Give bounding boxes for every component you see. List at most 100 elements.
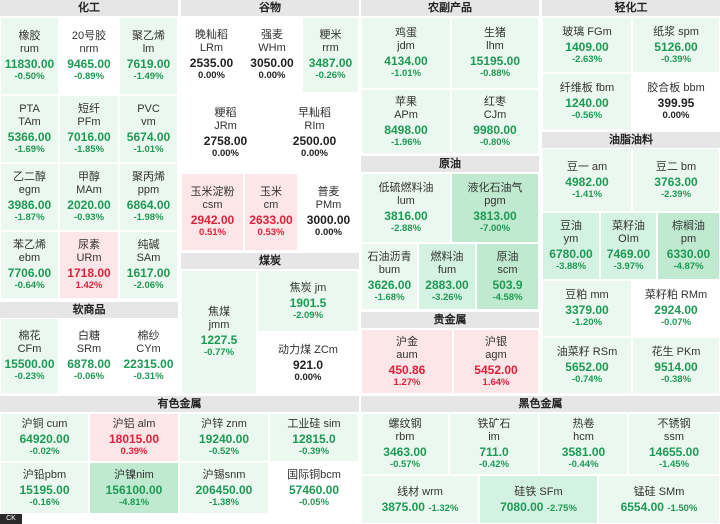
tile-price: 2883.00: [425, 277, 469, 292]
tile-price: 3050.00: [250, 56, 294, 70]
tile-rbm[interactable]: 螺纹钢 rbm 3463.00 -0.57%: [361, 413, 449, 475]
tile-lum[interactable]: 低硫燃料油 lum 3816.00 -2.88%: [361, 173, 451, 243]
tile-nrm[interactable]: 20号胶 nrm 9465.00 -0.89%: [59, 17, 119, 95]
tile-bcm[interactable]: 国际铜bcm 57460.00 -0.05%: [269, 462, 359, 514]
tile-code: nrm: [79, 43, 99, 55]
tile-pbm[interactable]: 沪铅pbm 15195.00 -0.16%: [0, 462, 89, 514]
tile-ym[interactable]: 豆油 ym 6780.00 -3.88%: [542, 212, 600, 280]
tile-pmm[interactable]: 普麦 PMm 3000.00 0.00%: [298, 173, 359, 251]
tile-price: 5366.00: [7, 130, 52, 144]
tile-code: lm: [142, 43, 155, 55]
tile-jm[interactable]: 焦炭 jm 1901.5 -2.09%: [257, 270, 359, 332]
tile-pfm[interactable]: 短纤 PFm 7016.00 -1.85%: [59, 95, 119, 163]
tile-lhm[interactable]: 生猪 lhm 15195.00 -0.88%: [451, 17, 539, 89]
tile-name: 粳稻: [214, 107, 237, 119]
tile-price: 6780.00: [549, 247, 593, 261]
tile-change: -1.87%: [14, 212, 45, 223]
tile-change: -0.50%: [14, 71, 45, 82]
tile-code: ssm: [663, 431, 685, 443]
tile-name: 菜籽油: [612, 220, 645, 232]
tile-rum[interactable]: 橡胶 rum 11830.00 -0.50%: [0, 17, 59, 95]
tile-change: -0.88%: [479, 68, 511, 79]
tile-im[interactable]: 铁矿石 im 711.0 -0.42%: [449, 413, 539, 475]
tile-pkm[interactable]: 花生 PKm 9514.00 -0.38%: [632, 337, 720, 394]
tile-cjm[interactable]: 红枣 CJm 9980.00 -0.80%: [451, 89, 539, 154]
tile-spm[interactable]: 纸浆 spm 5126.00 -0.39%: [632, 17, 720, 73]
tile-csm[interactable]: 玉米淀粉 csm 2942.00 0.51%: [181, 173, 244, 251]
tile-code-text: sim: [323, 418, 341, 430]
tile-jmm[interactable]: 焦煤 jmm 1227.5 -0.77%: [181, 270, 257, 394]
tile-price: 9514.00: [654, 360, 698, 374]
tile-rrm[interactable]: 粳米 rrm 3487.00 -0.26%: [302, 17, 359, 93]
tile-code-text: alm: [137, 418, 156, 430]
tile-sim[interactable]: 工业硅 sim 12815.0 -0.39%: [269, 413, 359, 462]
tile-bbm[interactable]: 胶合板 bbm 399.95 0.00%: [632, 73, 720, 130]
tile-srm[interactable]: 白糖 SRm 6878.00 -0.06%: [59, 318, 119, 394]
tile-fgm[interactable]: 玻璃 FGm 1409.00 -2.63%: [542, 17, 632, 73]
tile-price: 2020.00: [67, 198, 111, 212]
tile-code: hcm: [573, 431, 594, 443]
tile-bum[interactable]: 石油沥青 bum 3626.00 -1.68%: [361, 243, 418, 310]
tile-price: 3379.00: [565, 303, 609, 317]
section-header-nonferrous: 有色金属: [0, 396, 359, 412]
tile-agm[interactable]: 沪银 agm 5452.00 1.64%: [453, 329, 539, 394]
tile-aum[interactable]: 沪金 aum 450.86 1.27%: [361, 329, 453, 394]
tile-whm[interactable]: 强麦 WHm 3050.00 0.00%: [242, 17, 302, 93]
tile-bm[interactable]: 豆二 bm 3763.00 -2.39%: [632, 148, 720, 212]
tile-price: 1240.00: [565, 96, 609, 110]
tile-scm[interactable]: 原油 scm 503.9 -4.58%: [476, 243, 539, 310]
tile-sam[interactable]: 纯碱 SAm 1617.00 -2.06%: [119, 231, 178, 299]
tile-ssm[interactable]: 不锈钢 ssm 14655.00 -1.45%: [628, 413, 720, 475]
tile-name-text: 沪锌: [201, 418, 224, 430]
tile-nim[interactable]: 沪镍nim 156100.00 -4.81%: [89, 462, 179, 514]
tile-change: -0.80%: [479, 136, 511, 148]
tile-znm[interactable]: 沪锌 znm 19240.00 -0.52%: [179, 413, 269, 462]
tile-fbm[interactable]: 纤维板 fbm 1240.00 -0.56%: [542, 73, 632, 130]
tile-rsm[interactable]: 油菜籽 RSm 5652.00 -0.74%: [542, 337, 632, 394]
tile-hcm[interactable]: 热卷 hcm 3581.00 -0.44%: [539, 413, 628, 475]
tile-mm[interactable]: 豆粕 mm 3379.00 -1.20%: [542, 280, 632, 337]
tile-zcm[interactable]: 动力煤 ZCm 921.0 0.00%: [257, 332, 359, 394]
tile-ebm[interactable]: 苯乙烯 ebm 7706.00 -0.64%: [0, 231, 59, 299]
tile-oim[interactable]: 菜籽油 OIm 7469.00 -3.97%: [600, 212, 657, 280]
tile-code-text: SFm: [539, 485, 563, 498]
tile-jdm[interactable]: 鸡蛋 jdm 4134.00 -1.01%: [361, 17, 451, 89]
tile-change: -0.44%: [568, 459, 599, 470]
tile-pgm[interactable]: 液化石油气 pgm 3813.00 -7.00%: [451, 173, 539, 243]
tile-change: -0.38%: [660, 374, 692, 385]
tile-apm[interactable]: 苹果 APm 8498.00 -1.96%: [361, 89, 451, 154]
tile-cum[interactable]: 沪铜 cum 64920.00 -0.02%: [0, 413, 89, 462]
tile-cym[interactable]: 棉纱 CYm 22315.00 -0.31%: [119, 318, 178, 394]
tile-lrm[interactable]: 晚籼稻 LRm 2535.00 0.00%: [181, 17, 242, 93]
tile-mam[interactable]: 甲醇 MAm 2020.00 -0.93%: [59, 163, 119, 231]
tile-smm[interactable]: 锰硅 SMm 6554.00 -1.50%: [598, 475, 720, 524]
tile-code: JRm: [214, 120, 237, 132]
tile-snm[interactable]: 沪锡snm 206450.00 -1.38%: [179, 462, 269, 514]
tile-rmm[interactable]: 菜籽粕 RMm 2924.00 -0.07%: [632, 280, 720, 337]
tile-change: 0.00%: [212, 148, 239, 159]
tile-code: TAm: [18, 116, 41, 128]
tile-pm[interactable]: 棕榈油 pm 6330.00 -4.87%: [657, 212, 720, 280]
tile-ppm[interactable]: 聚丙烯 ppm 6864.00 -1.98%: [119, 163, 178, 231]
tile-tam[interactable]: PTA TAm 5366.00 -1.69%: [0, 95, 59, 163]
tile-urm[interactable]: 尿素 URm 1718.00 1.42%: [59, 231, 119, 299]
tile-lm[interactable]: 聚乙烯 lm 7619.00 -1.49%: [119, 17, 178, 95]
tile-egm[interactable]: 乙二醇 egm 3986.00 -1.87%: [0, 163, 59, 231]
tile-price: 2535.00: [189, 56, 234, 70]
tile-change: -1.01%: [390, 68, 422, 79]
tile-sfm[interactable]: 硅铁 SFm 7080.00 -2.75%: [479, 475, 598, 524]
tile-alm[interactable]: 沪铝 alm 18015.00 0.39%: [89, 413, 179, 462]
tile-vm[interactable]: PVC vm 5674.00 -1.01%: [119, 95, 178, 163]
tile-wrm[interactable]: 线材 wrm 3875.00 -1.32%: [361, 475, 479, 524]
tile-name: 沪金: [396, 335, 418, 348]
tile-cm[interactable]: 玉米 cm 2633.00 0.53%: [244, 173, 298, 251]
tile-fum[interactable]: 燃料油 fum 2883.00 -3.26%: [418, 243, 476, 310]
tile-name-text: 菜籽粕: [644, 289, 678, 301]
tile-change: 1.27%: [393, 376, 421, 388]
tile-rim[interactable]: 早籼稻 RIm 2500.00 0.00%: [270, 93, 359, 173]
tile-name: 尿素: [78, 239, 100, 251]
tile-cfm[interactable]: 棉花 CFm 15500.00 -0.23%: [0, 318, 59, 394]
tile-name: 短纤: [78, 103, 100, 115]
tile-jrm[interactable]: 粳稻 JRm 2758.00 0.00%: [181, 93, 270, 173]
tile-am[interactable]: 豆一 am 4982.00 -1.41%: [542, 148, 632, 212]
